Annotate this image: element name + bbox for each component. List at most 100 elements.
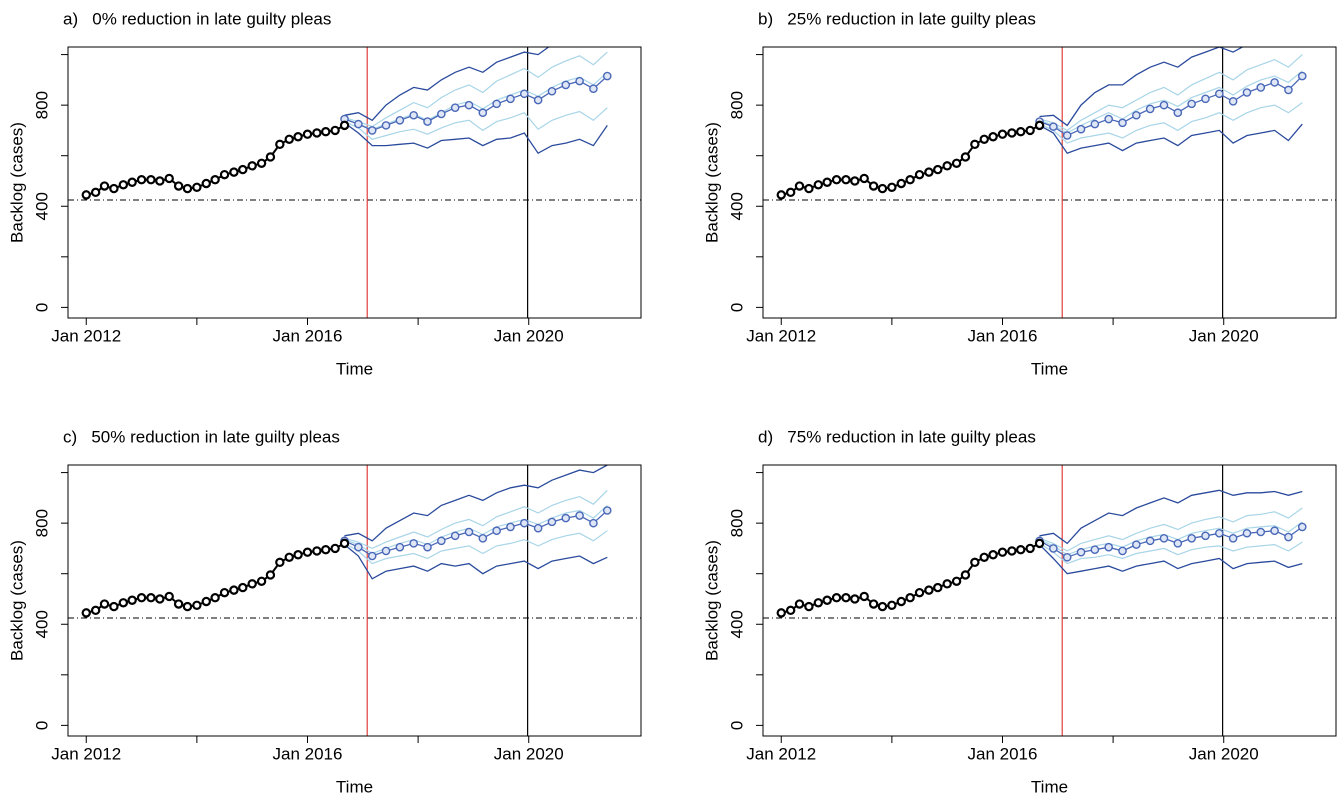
simulation-line [1039,102,1303,144]
observed-point [804,601,814,612]
observed-point [146,593,156,603]
chart-title: a) 0% reduction in late guilty pleas [63,9,331,28]
observed-point [109,601,119,612]
observed-point [330,543,340,554]
observed-point [1034,120,1045,131]
observed-point [81,190,91,200]
observed-point [979,552,989,562]
median-point [533,523,543,533]
median-point [367,551,377,561]
observed-point [201,178,211,189]
median-point [506,94,515,104]
x-tick-label: Jan 2020 [494,744,564,763]
observed-point [997,547,1008,557]
y-axis-label: Backlog (cases) [7,122,26,243]
observed-point [997,129,1008,139]
plot-frame [762,464,1337,737]
observed-point [794,599,805,609]
median-point [464,100,474,110]
observed-point [841,175,851,185]
x-tick-label: Jan 2016 [273,326,343,345]
observed-point [302,129,313,139]
observed-point [785,187,796,198]
observed-point [813,180,824,190]
median-point [354,542,363,552]
x-tick-label: Jan 2016 [968,326,1038,345]
observed-point [238,164,248,175]
observed-point [951,576,962,586]
observed-point [155,176,165,186]
upper-bound-line [344,465,608,542]
simulation-line [344,107,608,140]
observed-point [321,126,331,137]
median-point [547,86,557,96]
median-point [478,534,488,543]
observed-point [219,587,230,598]
median-point [1076,547,1086,557]
y-tick-label: 0 [727,303,746,312]
observed-point [933,582,943,593]
y-axis-label: Backlog (cases) [702,540,721,661]
observed-point [312,128,322,138]
observed-point [173,599,184,609]
simulation-line [344,71,608,130]
median-point [464,527,474,537]
observed-point [247,579,257,589]
observed-point [219,169,230,180]
median-point [1090,119,1100,129]
observed-point [192,600,202,611]
x-tick-label: Jan 2012 [746,326,816,345]
observed-point [850,594,860,604]
observed-point [1025,125,1035,136]
observed-point [238,582,248,593]
observed-point [1016,544,1026,555]
median-point [589,84,598,94]
observed-point [988,132,998,142]
observed-point [905,175,915,185]
observed-point [90,605,101,616]
plot-frame [67,464,642,737]
observed-point [265,570,276,580]
median-point [1076,124,1086,134]
observed-point [859,173,869,184]
median-point [450,531,460,541]
median-point [437,536,446,546]
y-axis-label: Backlog (cases) [702,122,721,243]
observed-point [312,546,322,556]
observed-point [924,167,934,177]
observed-point [99,181,110,191]
observed-point [164,173,174,184]
x-axis-label: Time [336,777,373,796]
observed-point [868,181,879,191]
observed-point [99,599,110,609]
upper-bound-line [1039,47,1244,127]
y-tick-label: 800 [727,91,746,119]
observed-point [136,593,147,603]
observed-point [850,176,860,186]
median-point [1159,100,1169,110]
median-point [561,513,571,523]
observed-point [776,608,786,618]
y-tick-label: 0 [32,303,51,312]
observed-point [1016,126,1026,137]
simulation-line [344,530,608,565]
chart-title: c) 50% reduction in late guilty pleas [63,427,340,446]
x-tick-label: Jan 2020 [1189,744,1259,763]
y-tick-label: 400 [727,610,746,638]
chart-panel: Jan 2012 Jan 2016 Jan 2020 0 400 800 a) 0% red… [7,9,642,378]
median-point [1062,552,1072,562]
simulation-line [1039,70,1303,134]
observed-point [887,600,897,611]
y-axis-label: Backlog (cases) [7,540,26,661]
median-point [1242,528,1252,538]
plot-area [763,465,1336,736]
chart-panel: Jan 2012 Jan 2016 Jan 2020 0 400 800 b) 25% re… [702,9,1337,378]
observed-point [831,593,842,603]
observed-point [914,587,925,598]
observed-point [960,570,971,580]
observed-point [284,552,294,562]
observed-point [275,139,285,150]
median-point [1104,114,1113,124]
x-tick-label: Jan 2016 [273,744,343,763]
observed-point [942,161,952,171]
